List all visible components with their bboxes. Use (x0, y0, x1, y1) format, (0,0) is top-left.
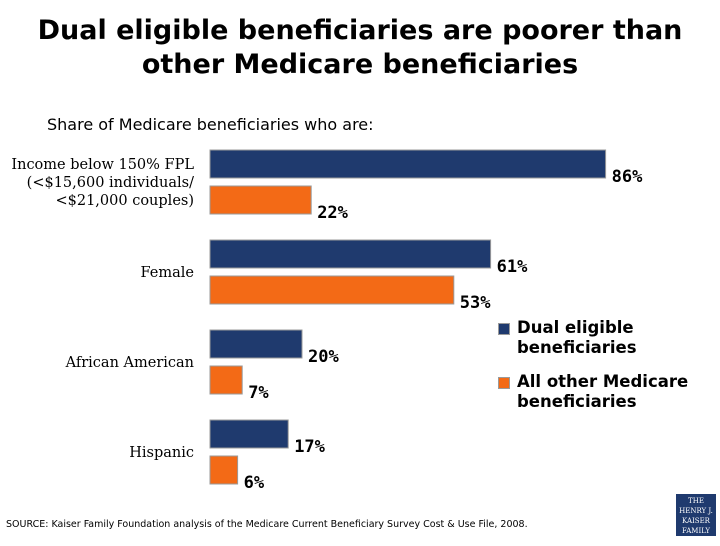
bar-other-2 (209, 365, 243, 395)
category-label-line: Income below 150% FPL (11, 157, 194, 173)
chart-subtitle: Share of Medicare beneficiaries who are: (47, 115, 374, 134)
category-label-3: Hispanic (129, 445, 194, 461)
legend: Dual eligible beneficiaries All other Me… (498, 318, 697, 426)
bar-other-0 (209, 185, 312, 215)
value-label-other-0: 22% (317, 203, 348, 223)
logo-line-4: FOUNDATION (676, 537, 720, 545)
category-label-2: African American (65, 355, 194, 371)
value-label-dual-0: 86% (612, 167, 643, 187)
logo-line-3: FAMILY (681, 527, 711, 535)
kaiser-logo: THE HENRY J. KAISER FAMILY FOUNDATION (676, 494, 720, 545)
category-label-0: Income below 150% FPL (<$15,600 individua… (11, 157, 194, 209)
value-label-dual-3: 17% (294, 437, 325, 457)
chart-title: Dual eligible beneficiaries are poorer t… (0, 14, 720, 82)
legend-item-other: All other Medicare beneficiaries (498, 372, 697, 412)
legend-item-dual: Dual eligible beneficiaries (498, 318, 697, 358)
category-label-line: Female (141, 265, 194, 281)
logo-line-1: THE HENRY J. (679, 497, 713, 515)
value-label-other-3: 6% (244, 473, 265, 493)
title-line-2: other Medicare beneficiaries (141, 49, 579, 80)
legend-label-other: All other Medicare beneficiaries (517, 372, 689, 411)
value-label-dual-2: 20% (308, 347, 339, 367)
source-note: SOURCE: Kaiser Family Foundation analysi… (6, 519, 528, 530)
category-label-1: Female (141, 265, 194, 281)
value-label-other-2: 7% (248, 383, 269, 403)
logo-line-2: KAISER (682, 517, 710, 525)
bar-dual-2 (209, 329, 303, 359)
value-label-other-1: 53% (460, 293, 491, 313)
category-label-line: (<$15,600 individuals/ (27, 175, 194, 191)
bar-dual-1 (209, 239, 492, 269)
bar-other-1 (209, 275, 455, 305)
title-line-1: Dual eligible beneficiaries are poorer t… (37, 15, 683, 46)
category-label-line: <$21,000 couples) (55, 193, 194, 209)
category-label-line: African American (65, 355, 194, 371)
bar-dual-0 (209, 149, 607, 179)
legend-label-dual: Dual eligible beneficiaries (517, 318, 637, 357)
legend-swatch-dual (498, 323, 510, 335)
value-label-dual-1: 61% (497, 257, 528, 277)
bar-dual-3 (209, 419, 289, 449)
legend-swatch-other (498, 377, 510, 389)
category-label-line: Hispanic (129, 445, 194, 461)
bar-other-3 (209, 455, 239, 485)
